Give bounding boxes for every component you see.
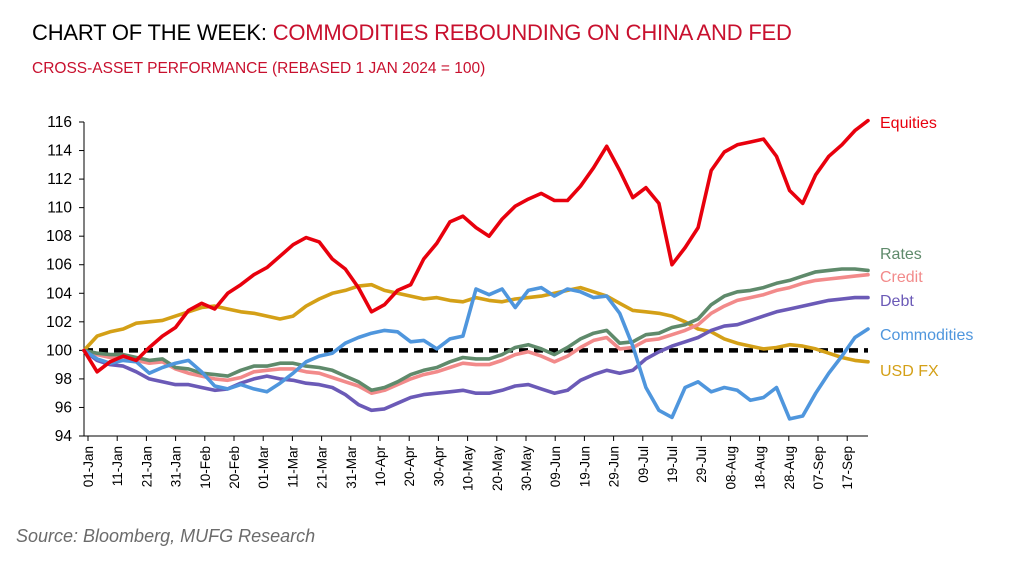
- y-tick-label: 96: [55, 399, 72, 416]
- x-tick-label: 09-Jul: [636, 446, 651, 483]
- title-prefix: CHART OF THE WEEK:: [32, 20, 267, 45]
- y-tick-label: 106: [46, 257, 72, 274]
- legend-label-debt: Debt: [880, 293, 914, 310]
- x-tick-label: 29-Jun: [607, 446, 622, 487]
- x-tick-label: 20-Apr: [402, 446, 417, 487]
- x-tick-label: 11-Jan: [110, 446, 125, 486]
- x-tick-label: 08-Aug: [723, 446, 738, 490]
- y-tick-label: 114: [47, 143, 72, 160]
- x-tick-label: 21-Jan: [139, 446, 154, 487]
- y-tick-label: 108: [46, 228, 72, 245]
- x-tick-label: 21-Mar: [315, 446, 330, 489]
- legend-label-commodities: Commodities: [880, 327, 973, 344]
- series-line-equities: [82, 118, 870, 374]
- series-line-credit: [82, 272, 870, 395]
- x-tick-label: 10-Feb: [198, 446, 213, 489]
- series-line-usd-fx: [82, 282, 870, 364]
- x-tick-label: 29-Jul: [694, 446, 709, 483]
- x-tick-label: 17-Sep: [840, 446, 855, 490]
- y-tick-label: 100: [46, 342, 72, 359]
- x-tick-label: 31-Jan: [169, 446, 184, 487]
- legend-label-rates: Rates: [880, 246, 922, 263]
- line-chart: 94 96 98 100 102 104 106 108 110 112 114 116 01-Jan…: [46, 114, 973, 491]
- source-note: Source: Bloomberg, MUFG Research: [16, 526, 316, 546]
- legend-group: Equities Rates Credit Debt Commodities USD FX: [880, 115, 973, 380]
- y-tick-label: 94: [55, 428, 73, 445]
- x-tick-label: 20-Feb: [227, 446, 242, 489]
- legend-label-usd-fx: USD FX: [880, 363, 939, 380]
- x-tick-label: 10-Apr: [373, 446, 388, 487]
- x-tick-label: 19-Jun: [577, 446, 592, 487]
- y-tick-label: 102: [46, 314, 72, 331]
- x-tick-label: 07-Sep: [811, 446, 826, 490]
- y-tick-label: 112: [47, 171, 72, 188]
- x-tick-label: 11-Mar: [285, 446, 300, 488]
- x-tick-label: 01-Mar: [256, 446, 271, 489]
- series-line-debt: [82, 295, 870, 413]
- x-tick-label: 30-May: [519, 446, 534, 491]
- x-tick-label: 10-May: [461, 446, 476, 491]
- series-line-commodities: [82, 285, 870, 421]
- chart-title: CHART OF THE WEEK: COMMODITIES REBOUNDIN…: [32, 20, 792, 46]
- x-tick-label: 09-Jun: [548, 446, 563, 487]
- x-tick-label: 18-Aug: [753, 446, 768, 490]
- x-axis: 01-Jan 11-Jan 21-Jan 31-Jan 10-Feb 20-Feb 01-M…: [81, 435, 868, 491]
- series-group: [82, 118, 870, 421]
- y-tick-label: 104: [46, 285, 72, 302]
- title-main: COMMODITIES REBOUNDING ON CHINA AND FED: [272, 20, 792, 45]
- legend-label-equities: Equities: [880, 115, 937, 132]
- y-tick-label: 98: [55, 371, 72, 388]
- x-tick-label: 31-Mar: [344, 446, 359, 489]
- chart-subtitle: CROSS-ASSET PERFORMANCE (REBASED 1 JAN 2…: [32, 60, 486, 77]
- x-tick-label: 01-Jan: [81, 446, 96, 487]
- y-axis: 94 96 98 100 102 104 106 108 110 112 114 116: [46, 114, 85, 445]
- y-tick-label: 110: [47, 200, 72, 217]
- x-tick-label: 28-Aug: [782, 446, 797, 490]
- x-tick-label: 30-Apr: [431, 446, 446, 487]
- x-tick-label: 20-May: [490, 446, 505, 491]
- series-line-rates: [82, 267, 870, 393]
- legend-label-credit: Credit: [880, 269, 923, 286]
- y-tick-label: 116: [47, 114, 72, 131]
- x-tick-label: 19-Jul: [665, 446, 680, 483]
